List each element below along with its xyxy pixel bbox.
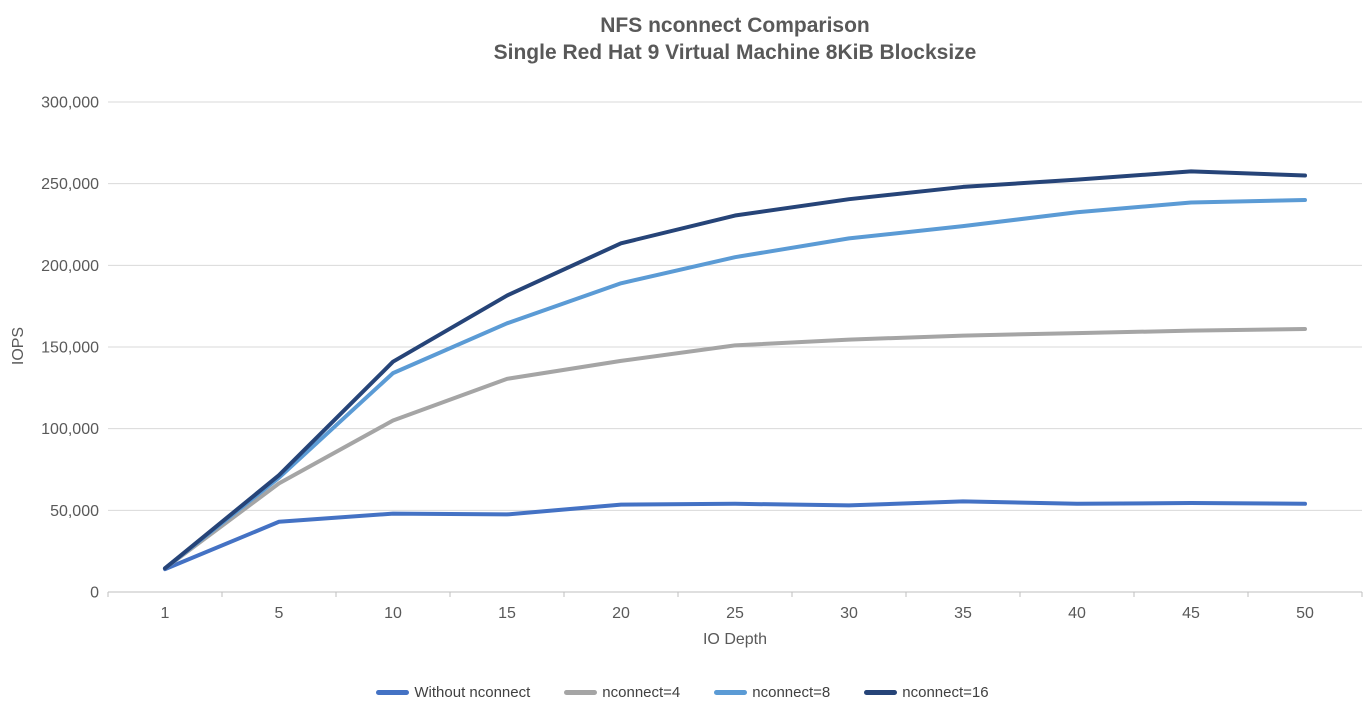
legend-label: nconnect=8	[752, 684, 831, 701]
legend-item: nconnect=8	[714, 684, 830, 701]
x-tick-label: 25	[726, 605, 744, 622]
legend-line-swatch	[376, 690, 410, 695]
x-tick-label: 5	[275, 605, 284, 622]
legend-label: nconnect=4	[602, 684, 681, 701]
legend-label: nconnect=16	[902, 684, 989, 701]
legend-item: Without nconnect	[376, 684, 530, 701]
x-tick-label: 10	[384, 605, 402, 622]
y-tick-label: 0	[90, 585, 99, 602]
x-tick-label: 30	[840, 605, 858, 622]
legend-item: nconnect=16	[864, 684, 989, 701]
y-tick-label: 150,000	[41, 340, 99, 357]
legend-line-swatch	[564, 690, 598, 695]
y-axis-title: IOPS	[10, 326, 27, 366]
x-tick-label: 35	[954, 605, 972, 622]
x-axis-title: IO Depth	[702, 631, 768, 648]
series-line-nconnect-4	[163, 327, 1307, 571]
legend-item: nconnect=4	[564, 684, 680, 701]
legend-label: Without nconnect	[414, 684, 531, 701]
y-tick-label: 100,000	[41, 421, 99, 438]
series-line-nconnect-16	[163, 169, 1307, 571]
x-tick-label: 20	[612, 605, 630, 622]
y-tick-label: 200,000	[41, 258, 99, 275]
chart-title-line2: Single Red Hat 9 Virtual Machine 8KiB Bl…	[493, 41, 977, 64]
chart-title: NFS nconnect Comparison Single Red Hat 9…	[108, 12, 1362, 66]
x-tick-label: 50	[1296, 605, 1314, 622]
series-line-nconnect-8	[163, 198, 1307, 571]
series-line-without-nconnect	[163, 499, 1307, 572]
legend-line-swatch	[864, 690, 898, 695]
x-tick-label: 40	[1068, 605, 1086, 622]
chart-title-line1: NFS nconnect Comparison	[600, 14, 870, 37]
y-tick-label: 300,000	[41, 95, 99, 112]
x-tick-label: 15	[498, 605, 516, 622]
legend-line-swatch	[714, 690, 748, 695]
x-tick-label: 45	[1182, 605, 1200, 622]
y-tick-label: 250,000	[41, 176, 99, 193]
x-tick-label: 1	[161, 605, 170, 622]
legend: Without nconnect nconnect=4 nconnect=8 ncon…	[0, 684, 1365, 701]
y-tick-label: 50,000	[50, 503, 99, 520]
